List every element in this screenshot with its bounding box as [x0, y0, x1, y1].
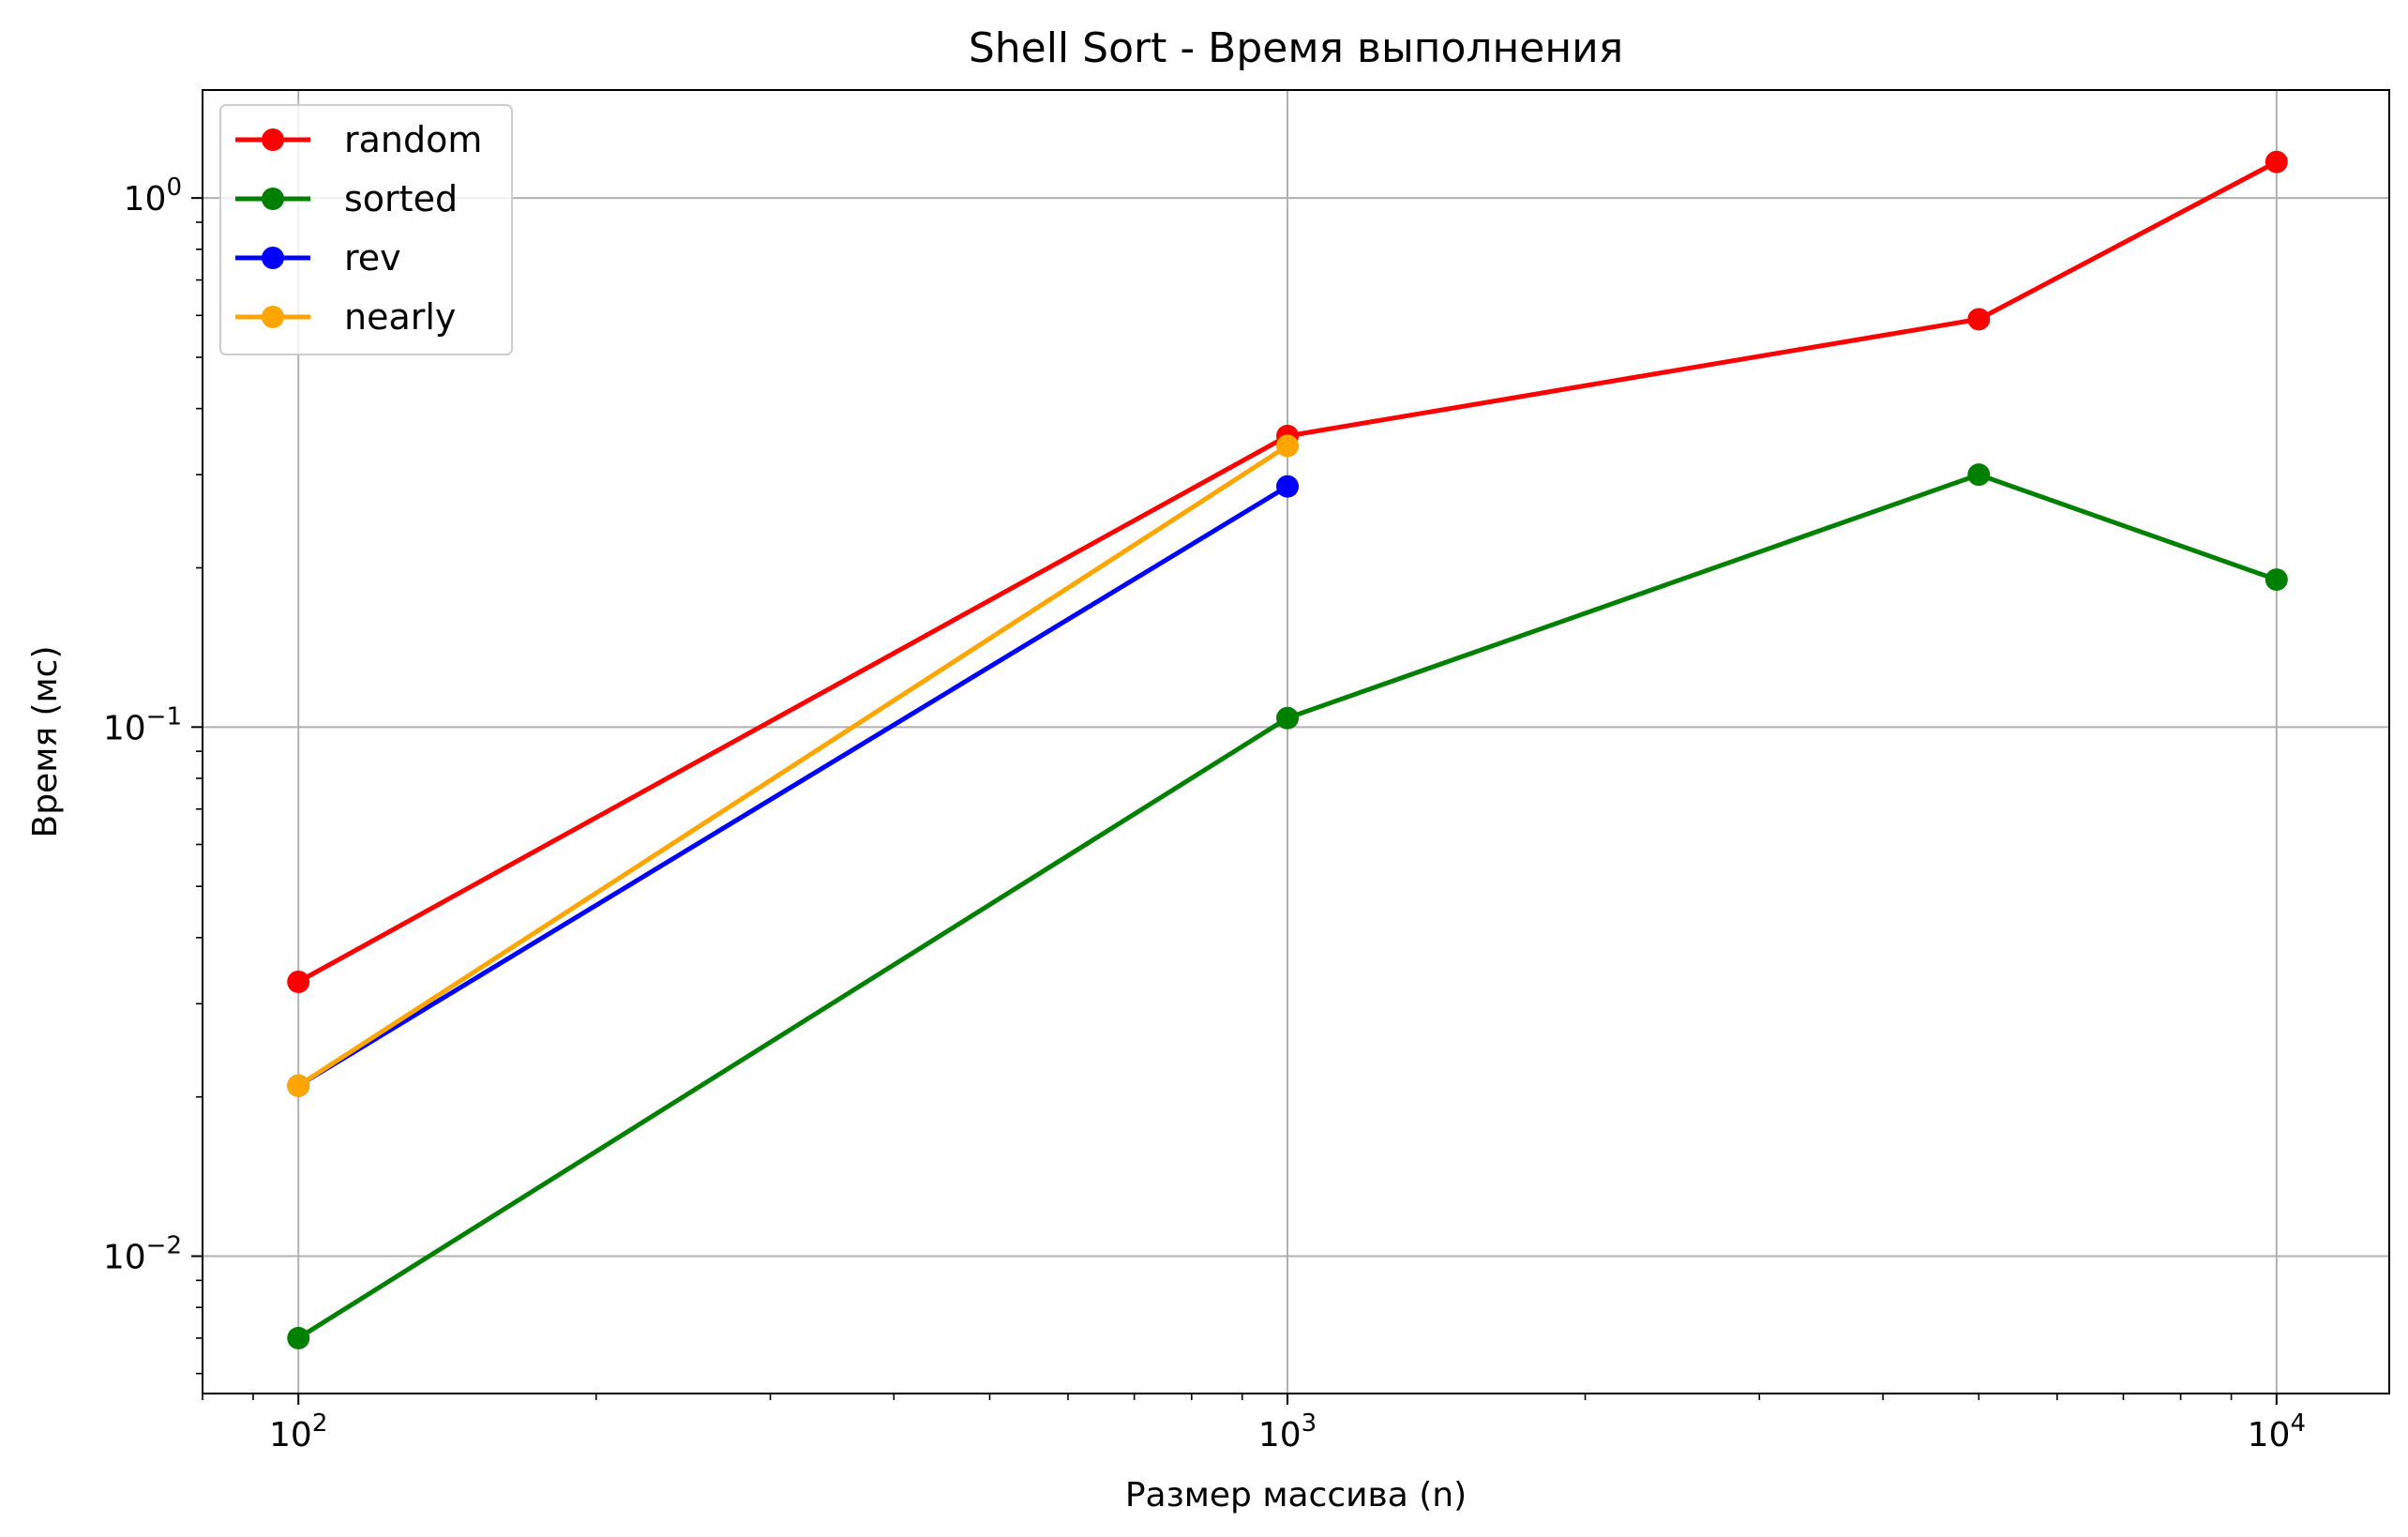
data-point-rev: [1276, 475, 1300, 498]
legend-label-sorted: sorted: [344, 178, 458, 219]
y-tick-label: 10−1: [103, 702, 182, 747]
legend-box: [219, 104, 513, 355]
y-axis-label: Время (мс): [26, 646, 65, 838]
series-layer: [287, 150, 2288, 1349]
x-tick-label: 104: [2248, 1409, 2306, 1454]
series-line-nearly: [294, 443, 1291, 1090]
x-tick-label: 103: [1258, 1409, 1317, 1454]
data-point-sorted: [1276, 706, 1300, 730]
legend-marker-nearly: [262, 306, 284, 328]
legend-marker-rev: [262, 247, 284, 269]
legend-label-nearly: nearly: [344, 296, 456, 338]
data-point-sorted: [287, 1326, 310, 1349]
legend: random sorted rev nearly: [219, 104, 513, 355]
data-point-random: [2265, 150, 2288, 173]
minor-ticks: [196, 221, 2233, 1400]
series-line-rev: [294, 483, 1291, 1090]
data-point-random: [287, 970, 310, 993]
data-point-nearly: [1276, 434, 1300, 458]
y-tick-label: 10−2: [103, 1232, 182, 1277]
y-tick-label: 100: [124, 173, 182, 218]
legend-label-rev: rev: [344, 237, 401, 279]
plot-area-frame: [202, 89, 2390, 1394]
series-line-sorted: [294, 472, 2280, 1342]
legend-marker-random: [262, 128, 284, 151]
x-axis-ticks: 102 103 104: [269, 1394, 2306, 1454]
x-axis-label: Размер массива (n): [1125, 1476, 1467, 1514]
data-point-sorted: [2265, 568, 2288, 592]
data-point-nearly: [287, 1074, 310, 1097]
legend-label-random: random: [344, 119, 482, 160]
x-tick-label: 102: [269, 1409, 327, 1454]
series-line-random: [294, 158, 2280, 986]
data-point-random: [1967, 308, 1991, 331]
chart-title: Shell Sort - Время выполнения: [969, 24, 1623, 72]
y-axis-ticks: 10−2 10−1 100: [103, 173, 203, 1277]
legend-marker-sorted: [262, 188, 284, 210]
data-point-sorted: [1967, 463, 1991, 487]
